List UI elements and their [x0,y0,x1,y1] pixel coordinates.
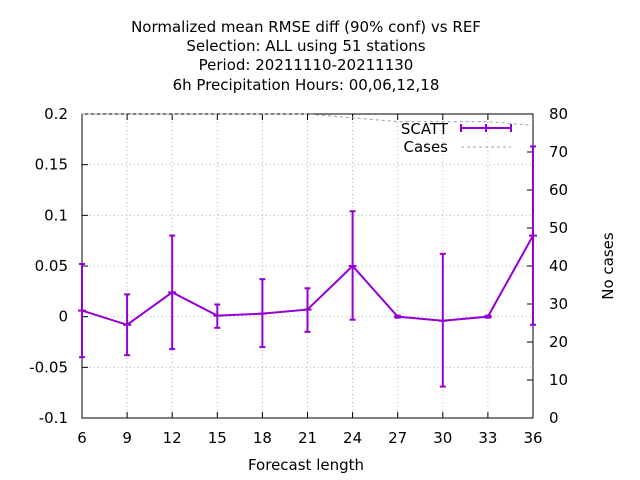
x-tick-label: 27 [388,429,407,447]
y-tick-label: 0.1 [44,206,68,224]
y-tick-label: 0.15 [35,156,68,174]
y2-tick-label: 70 [549,143,568,161]
y-tick-label: -0.1 [39,409,68,427]
x-tick-label: 12 [163,429,182,447]
y-tick-label: -0.05 [29,358,68,376]
y-tick-label: 0.2 [44,105,68,123]
x-tick-label: 36 [523,429,542,447]
y2-tick-label: 20 [549,333,568,351]
title-line-2: Selection: ALL using 51 stations [186,37,425,55]
y2-tick-label: 40 [549,257,568,275]
series [78,113,537,388]
y-tick-label: 0 [58,308,68,326]
legend-label-scatt: SCATT [401,120,449,138]
y2-tick-label: 0 [549,409,559,427]
legend: SCATT Cases [401,120,512,156]
x-axis-label: Forecast length [248,456,364,474]
x-tick-label: 9 [122,429,132,447]
axis-ticks: 6 9 12 15 18 21 24 27 30 33 36 0.2 0.15 0.1 0.05 0 -0.05… [29,105,568,447]
y2-tick-label: 50 [549,219,568,237]
y2-tick-label: 80 [549,105,568,123]
x-tick-label: 6 [77,429,87,447]
x-tick-label: 18 [253,429,272,447]
title-line-3: Period: 20211110-20211130 [199,56,414,74]
y-tick-label: 0.05 [35,257,68,275]
title-line-4: 6h Precipitation Hours: 00,06,12,18 [173,76,440,94]
y2-tick-label: 60 [549,181,568,199]
grid [81,113,534,419]
x-tick-label: 30 [433,429,452,447]
x-tick-label: 24 [343,429,362,447]
title-line-1: Normalized mean RMSE diff (90% conf) vs … [131,18,481,36]
x-tick-label: 15 [208,429,227,447]
x-tick-label: 21 [298,429,317,447]
legend-label-cases: Cases [403,138,448,156]
y2-axis-label: No cases [599,232,617,300]
y2-tick-label: 10 [549,371,568,389]
chart-title: Normalized mean RMSE diff (90% conf) vs … [131,18,481,94]
x-tick-label: 33 [478,429,497,447]
y2-tick-label: 30 [549,295,568,313]
